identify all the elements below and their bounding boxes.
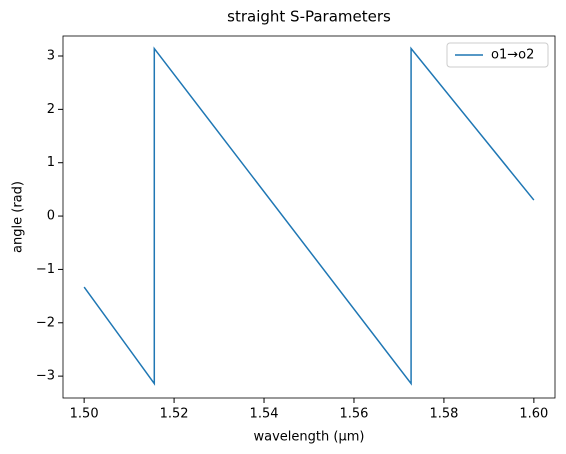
legend-box	[446, 42, 549, 68]
x-tick-label: 1.58	[429, 407, 458, 422]
x-tick-label: 1.60	[519, 407, 548, 422]
y-tick-label: −2	[36, 315, 55, 330]
chart-title: straight S-Parameters	[227, 8, 391, 26]
x-tick-label: 1.52	[160, 407, 189, 422]
y-tick-label: 3	[47, 49, 55, 64]
y-axis-label: angle (rad)	[11, 181, 26, 253]
line	[83, 46, 535, 386]
y-tick-label: −1	[36, 262, 55, 277]
legend-label: o1→o2	[491, 48, 534, 63]
y-tick-label: −3	[36, 369, 55, 384]
axes-frame	[62, 35, 556, 399]
y-tick-label: 1	[47, 155, 55, 170]
x-tick-label: 1.50	[70, 407, 99, 422]
x-tick-label: 1.56	[339, 407, 368, 422]
y-tick-label: 2	[47, 102, 55, 117]
x-axis-label: wavelength (µm)	[254, 430, 365, 445]
y-tick-label: 0	[47, 209, 55, 224]
x-tick-label: 1.54	[250, 407, 279, 422]
